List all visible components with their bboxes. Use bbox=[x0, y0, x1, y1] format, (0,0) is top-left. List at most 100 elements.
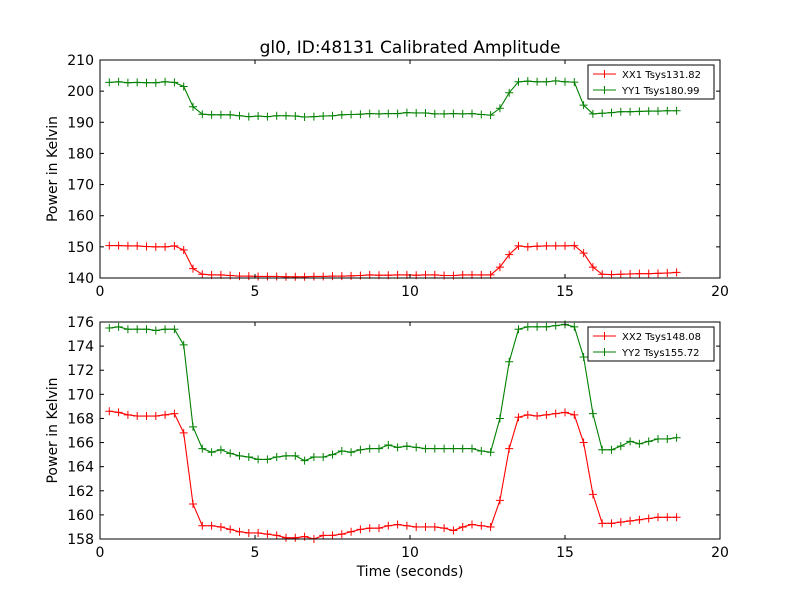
data-point-marker bbox=[495, 496, 504, 505]
data-point-marker bbox=[616, 270, 625, 279]
legend-marker bbox=[600, 86, 609, 94]
data-point-marker bbox=[588, 109, 597, 118]
data-point-marker bbox=[319, 453, 328, 462]
data-point-marker bbox=[402, 521, 411, 530]
data-point-marker bbox=[616, 518, 625, 527]
data-point-marker bbox=[654, 107, 662, 116]
data-point-marker bbox=[235, 111, 244, 120]
data-point-marker bbox=[588, 409, 597, 418]
chart-top-amplitude: 0 5 10 15 20 140 150 160 170 180 190 200 210 Power in… bbox=[45, 53, 729, 300]
data-point-marker bbox=[254, 528, 263, 537]
data-point-marker bbox=[123, 78, 132, 87]
legend-label: XX2 Tsys148.08 bbox=[622, 332, 701, 343]
data-point-marker bbox=[579, 249, 588, 258]
data-point-marker bbox=[430, 522, 439, 531]
data-point-marker bbox=[533, 242, 542, 251]
data-point-marker bbox=[644, 107, 653, 116]
x-tick-label: 5 bbox=[251, 284, 260, 300]
data-point-marker bbox=[319, 531, 328, 540]
data-point-marker bbox=[151, 412, 160, 421]
data-point-marker bbox=[133, 78, 142, 87]
data-point-marker bbox=[626, 269, 635, 278]
data-point-marker bbox=[254, 455, 263, 464]
x-tick-label: 10 bbox=[401, 545, 419, 561]
data-point-marker bbox=[672, 106, 681, 115]
data-point-marker bbox=[402, 442, 411, 451]
data-point-marker bbox=[635, 439, 644, 448]
data-point-marker bbox=[561, 241, 569, 250]
data-point-marker bbox=[328, 272, 337, 281]
data-point-marker bbox=[142, 412, 151, 421]
data-point-marker bbox=[105, 241, 114, 250]
data-point-marker bbox=[393, 109, 402, 118]
data-point-marker bbox=[626, 437, 635, 446]
data-point-marker bbox=[533, 322, 542, 331]
data-point-marker bbox=[384, 440, 393, 449]
data-point-marker bbox=[505, 444, 514, 453]
data-point-marker bbox=[282, 111, 290, 120]
data-point-marker bbox=[514, 77, 523, 86]
data-point-marker bbox=[105, 324, 114, 333]
data-point-marker bbox=[384, 109, 393, 118]
data-point-marker bbox=[123, 325, 132, 334]
data-point-marker bbox=[207, 521, 216, 530]
x-axis-label: Time (seconds) bbox=[356, 564, 464, 580]
data-point-marker bbox=[505, 357, 514, 366]
data-point-marker bbox=[607, 108, 616, 117]
y-tick-label: 172 bbox=[67, 363, 94, 379]
data-point-marker bbox=[198, 444, 207, 453]
data-point-marker bbox=[598, 519, 607, 528]
data-point-marker bbox=[170, 409, 179, 418]
data-point-marker bbox=[226, 449, 235, 458]
data-point-marker bbox=[105, 407, 114, 416]
data-point-marker bbox=[523, 242, 532, 251]
data-point-marker bbox=[514, 241, 523, 250]
data-point-marker bbox=[114, 408, 123, 417]
data-point-marker bbox=[421, 444, 430, 453]
data-point-marker bbox=[198, 521, 207, 530]
data-point-marker bbox=[365, 109, 374, 118]
data-point-marker bbox=[468, 444, 476, 453]
data-point-marker bbox=[570, 410, 579, 419]
y-tick-label: 150 bbox=[67, 240, 94, 256]
data-point-marker bbox=[514, 325, 523, 334]
data-point-marker bbox=[579, 438, 588, 447]
data-point-marker bbox=[430, 444, 439, 453]
data-point-marker bbox=[291, 272, 300, 281]
data-point-marker bbox=[635, 107, 644, 116]
y-tick-label: 190 bbox=[67, 115, 94, 131]
data-point-marker bbox=[235, 527, 244, 536]
data-point-marker bbox=[468, 520, 476, 529]
data-point-marker bbox=[616, 442, 625, 451]
data-point-marker bbox=[356, 445, 365, 454]
data-point-marker bbox=[570, 322, 579, 331]
data-point-marker bbox=[412, 443, 421, 452]
data-point-marker bbox=[272, 531, 281, 540]
data-point-marker bbox=[291, 112, 300, 121]
data-point-marker bbox=[607, 270, 616, 279]
y-tick-label: 166 bbox=[67, 436, 94, 452]
data-point-marker bbox=[588, 263, 597, 272]
data-point-marker bbox=[542, 322, 551, 331]
data-point-marker bbox=[337, 272, 346, 281]
x-tick-label: 20 bbox=[711, 284, 729, 300]
data-point-marker bbox=[644, 269, 653, 278]
data-point-marker bbox=[486, 448, 495, 457]
data-point-marker bbox=[672, 433, 681, 442]
data-point-marker bbox=[309, 112, 318, 121]
data-point-marker bbox=[579, 101, 588, 110]
data-point-marker bbox=[142, 242, 151, 251]
data-point-marker bbox=[216, 522, 225, 531]
data-point-marker bbox=[189, 102, 197, 111]
data-point-marker bbox=[449, 109, 458, 118]
y-axis-label: Power in Kelvin bbox=[45, 116, 61, 222]
data-point-marker bbox=[449, 526, 458, 535]
data-point-marker bbox=[309, 453, 318, 462]
data-point-marker bbox=[551, 76, 560, 85]
data-point-marker bbox=[244, 112, 253, 121]
data-point-marker bbox=[189, 264, 197, 273]
data-point-marker bbox=[402, 108, 411, 117]
data-point-marker bbox=[570, 241, 579, 250]
